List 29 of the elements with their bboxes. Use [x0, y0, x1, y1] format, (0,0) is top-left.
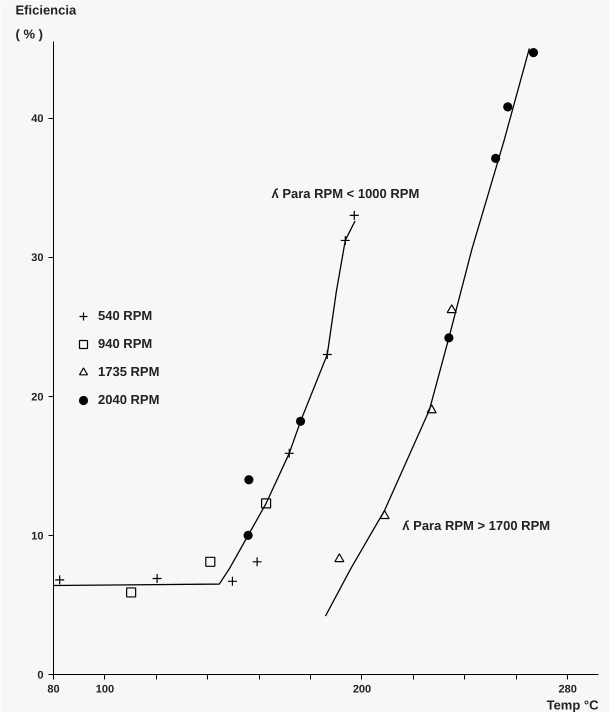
x-tick-label: 200 — [352, 684, 372, 696]
point — [503, 102, 512, 112]
point — [446, 304, 457, 314]
point — [380, 510, 390, 520]
point — [244, 475, 254, 484]
point — [261, 498, 272, 508]
x-axis-title: Temp °C — [546, 698, 600, 712]
point — [205, 556, 216, 567]
legend-label: 540 RPM — [98, 308, 152, 323]
y-tick-label: 40 — [31, 113, 44, 126]
x-tick-label: 280 — [558, 684, 577, 696]
legend-label: 2040 RPM — [98, 392, 160, 407]
point — [152, 573, 162, 584]
point — [227, 576, 238, 586]
x-tick-label: 100 — [96, 684, 114, 696]
annotation: ʎ Para RPM < 1000 RPM — [272, 186, 420, 201]
legend-label: 940 RPM — [98, 336, 152, 351]
y-axis-title: Eficiencia ( % ) — [16, 2, 77, 42]
point — [334, 553, 344, 562]
y-tick-label: 30 — [31, 252, 44, 264]
point — [528, 48, 538, 58]
x-tick-label: 80 — [47, 684, 60, 696]
legend-label: 1735 RPM — [98, 364, 160, 379]
y-tick-label: 10 — [31, 530, 44, 542]
point — [126, 587, 136, 598]
annotation: ʎ Para RPM > 1700 RPM — [402, 518, 550, 534]
point — [426, 404, 437, 414]
y-tick-label: 20 — [31, 391, 44, 404]
y-tick-label: 0 — [37, 670, 44, 682]
